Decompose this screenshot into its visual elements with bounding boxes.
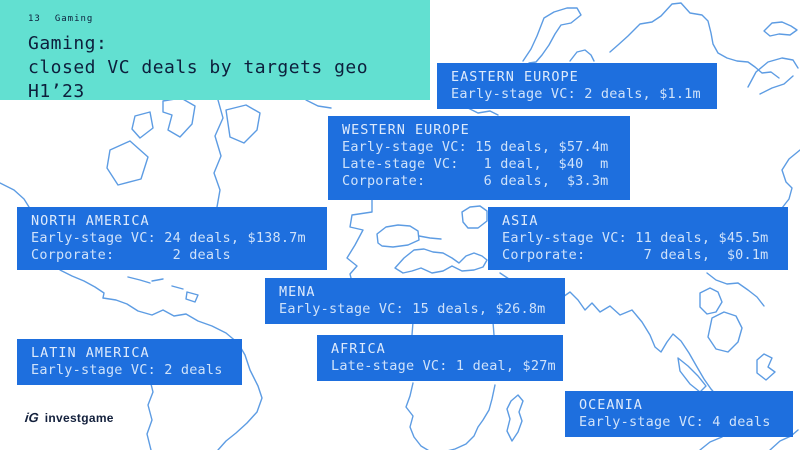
region-stat-line: Early-stage VC: 4 deals bbox=[579, 414, 771, 430]
region-stat-line: Corporate: 2 deals bbox=[31, 247, 231, 263]
region-stat-line: Early-stage VC: 24 deals, $138.7m bbox=[31, 230, 306, 246]
map-asia bbox=[559, 2, 800, 397]
region-name: ASIA bbox=[502, 213, 539, 229]
page-number: 13 bbox=[28, 14, 41, 24]
region-box-latin-america: LATIN AMERICA Early-stage VC: 2 deals bbox=[17, 339, 242, 385]
map-middle-east bbox=[346, 194, 510, 280]
region-stat-line: Early-stage VC: 11 deals, $45.5m bbox=[502, 230, 769, 246]
region-stat-line: Early-stage VC: 2 deals, $1.1m bbox=[451, 86, 701, 102]
map-north-america bbox=[0, 97, 332, 208]
region-stat-line: Early-stage VC: 2 deals bbox=[31, 362, 223, 378]
region-name: NORTH AMERICA bbox=[31, 213, 150, 229]
section-label: Gaming bbox=[54, 14, 94, 24]
region-stat-line: Early-stage VC: 15 deals, $26.8m bbox=[279, 301, 546, 317]
region-box-north-america: NORTH AMERICA Early-stage VC: 24 deals, $… bbox=[17, 207, 327, 270]
region-box-western-europe: WESTERN EUROPE Early-stage VC: 15 deals, … bbox=[328, 116, 630, 200]
region-name: LATIN AMERICA bbox=[31, 345, 150, 361]
region-box-oceania: OCEANIA Early-stage VC: 4 deals bbox=[565, 391, 793, 437]
map-africa bbox=[405, 321, 524, 450]
region-name: OCEANIA bbox=[579, 397, 643, 413]
region-stat-line: Late-stage VC: 1 deal, $27m bbox=[331, 358, 556, 374]
region-box-africa: AFRICA Late-stage VC: 1 deal, $27m bbox=[317, 335, 563, 381]
investgame-logo-icon: iG bbox=[24, 410, 40, 425]
slide-title-line2: closed VC deals by targets geo H1’23 bbox=[28, 57, 369, 102]
region-stat-line: Early-stage VC: 15 deals, $57.4m bbox=[342, 139, 609, 155]
investgame-logo-text: investgame bbox=[44, 410, 114, 425]
region-name: AFRICA bbox=[331, 341, 386, 357]
slide-title-line1: Gaming: bbox=[28, 33, 108, 54]
map-oceania bbox=[699, 429, 799, 450]
slide-meta: 13 Gaming bbox=[28, 14, 430, 24]
investgame-logo: iG investgame bbox=[24, 410, 114, 425]
region-stat-line: Corporate: 6 deals, $3.3m bbox=[342, 173, 609, 189]
region-stat-line: Corporate: 7 deals, $0.1m bbox=[502, 247, 769, 263]
slide-header: 13 Gaming Gaming: closed VC deals by targ… bbox=[0, 0, 430, 102]
region-box-asia: ASIA Early-stage VC: 11 deals, $45.5m Corp… bbox=[488, 207, 788, 270]
region-box-eastern-europe: EASTERN EUROPE Early-stage VC: 2 deals, $… bbox=[437, 63, 717, 109]
region-name: EASTERN EUROPE bbox=[451, 69, 579, 85]
region-name: MENA bbox=[279, 284, 316, 300]
region-box-mena: MENA Early-stage VC: 15 deals, $26.8m bbox=[265, 278, 565, 324]
region-name: WESTERN EUROPE bbox=[342, 122, 470, 138]
map-europe bbox=[467, 7, 595, 116]
region-stat-line: Late-stage VC: 1 deal, $40 m bbox=[342, 156, 609, 172]
